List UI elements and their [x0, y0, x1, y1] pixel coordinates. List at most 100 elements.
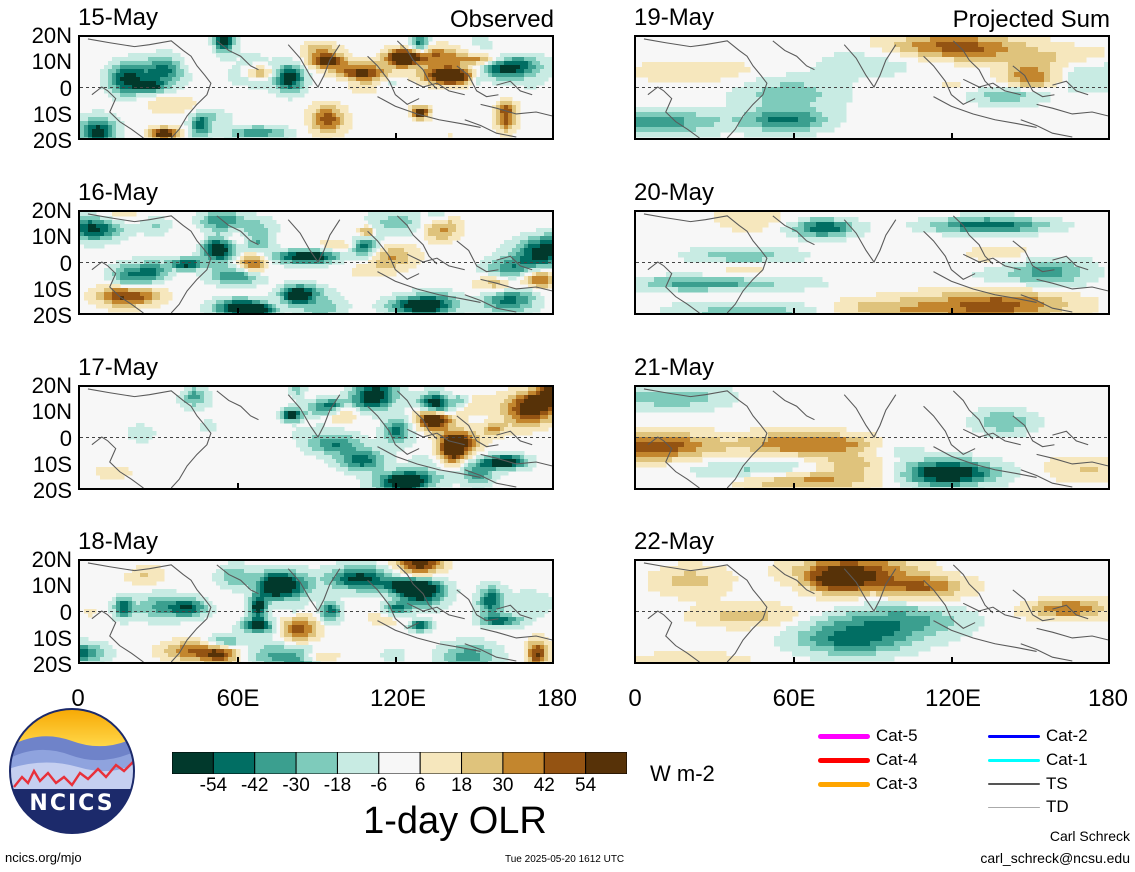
x-tick-label-left-0: 0 — [71, 685, 85, 712]
heatmap-panel-projected-3 — [634, 385, 1110, 490]
colorbar-tick-label-9: 54 — [575, 775, 597, 796]
colorbar-tick-label-2: -30 — [282, 775, 310, 796]
y-tick-label-observed-4-2: 0 — [59, 599, 72, 625]
colorbar-tick-label-3: -18 — [323, 775, 352, 796]
y-tick-label-observed-1-0: 20N — [31, 23, 72, 48]
x-tick-label-right-120e: 120E — [924, 685, 982, 712]
storm-legend-label-2: Cat-3 — [876, 774, 918, 793]
colorbar-tick-label-5: 6 — [414, 775, 426, 796]
heatmap-cells — [80, 37, 552, 138]
y-tick-label-observed-2-1: 10N — [31, 224, 72, 250]
heatmap-svg-observed-3 — [80, 387, 552, 488]
heatmap-panel-projected-1 — [634, 35, 1110, 140]
panel-tag-projected-1: Projected Sum — [952, 6, 1110, 33]
heatmap-panel-observed-4 — [78, 559, 554, 664]
x-tick-mark-projected-1-1 — [792, 133, 795, 140]
heatmap-panel-observed-3 — [78, 385, 554, 490]
heatmap-panel-projected-2 — [634, 210, 1110, 315]
storm-legend-line-6 — [988, 806, 1040, 808]
y-tick-label-observed-4-1: 10N — [31, 573, 72, 599]
colorbar-tick-label-7: 30 — [492, 775, 514, 796]
storm-legend-line-3 — [988, 734, 1040, 738]
x-tick-mark-observed-2-1 — [236, 308, 239, 315]
footer-website: ncics.org/mjo — [5, 850, 82, 865]
x-tick-label-left-60e: 60E — [216, 685, 260, 712]
heatmap-svg-projected-3 — [636, 387, 1108, 488]
heatmap-svg-projected-1 — [636, 37, 1108, 138]
x-tick-mark-projected-4-1 — [792, 657, 795, 664]
heatmap-cells — [636, 37, 1108, 138]
y-tick-label-observed-2-3: 10S — [32, 276, 72, 302]
heatmap-cells — [636, 387, 1108, 488]
colorbar-swatch-7 — [461, 751, 504, 775]
x-tick-mark-observed-3-1 — [236, 483, 239, 490]
y-tick-label-observed-1-3: 10S — [32, 101, 72, 127]
panel-date-projected-2: 20-May — [634, 179, 715, 206]
panel-date-observed-1: 15-May — [78, 4, 159, 31]
y-tick-label-observed-3-0: 20N — [31, 373, 72, 398]
x-tick-label-left-120e: 120E — [369, 685, 427, 712]
colorbar-swatch-5 — [378, 751, 421, 775]
colorbar-tick-label-6: 18 — [450, 775, 473, 796]
x-tick-mark-observed-4-1 — [236, 657, 239, 664]
y-tick-label-observed-1-1: 10N — [31, 49, 72, 75]
storm-legend-label-4: Cat-1 — [1046, 750, 1088, 769]
x-tick-mark-observed-1-1 — [236, 133, 239, 140]
heatmap-panel-observed-1 — [78, 35, 554, 140]
heatmap-svg-observed-1 — [80, 37, 552, 138]
footer-timestamp: Tue 2025-05-20 1612 UTC — [505, 854, 625, 865]
y-tick-label-observed-3-3: 10S — [32, 451, 72, 477]
coastlines — [87, 562, 552, 662]
x-tick-mark-observed-3-2 — [395, 483, 398, 490]
x-tick-mark-projected-1-2 — [951, 133, 954, 140]
storm-legend-label-1: Cat-4 — [876, 750, 918, 769]
storm-legend-label-0: Cat-5 — [876, 726, 918, 745]
colorbar-swatch-2 — [254, 751, 297, 775]
colorbar-swatch-10 — [585, 751, 628, 775]
x-tick-mark-observed-2-2 — [395, 308, 398, 315]
x-tick-mark-projected-2-1 — [792, 308, 795, 315]
x-tick-label-right-60e: 60E — [772, 685, 816, 712]
x-tick-mark-projected-2-2 — [951, 308, 954, 315]
panel-date-projected-3: 21-May — [634, 354, 715, 381]
panel-date-observed-4: 18-May — [78, 528, 159, 555]
colorbar-title: 1-day OLR — [363, 800, 547, 842]
colorbar-swatch-9 — [543, 751, 587, 775]
storm-legend-label-6: TD — [1046, 797, 1069, 816]
x-tick-label-left-180: 180 — [536, 685, 578, 712]
colorbar-tick-label-4: -6 — [370, 775, 388, 796]
heatmap-cells — [636, 561, 1108, 662]
storm-legend-label-5: TS — [1046, 774, 1068, 793]
ncics-logo-graphic — [9, 708, 135, 834]
x-tick-mark-observed-1-2 — [395, 133, 398, 140]
y-tick-label-observed-3-4: 20S — [32, 478, 72, 503]
heatmap-svg-projected-2 — [636, 212, 1108, 313]
colorbar-tick-label-0: -54 — [199, 775, 228, 796]
colorbar-swatch-6 — [419, 751, 463, 775]
y-tick-label-observed-3-1: 10N — [31, 399, 72, 425]
heatmap-svg-observed-2 — [80, 212, 552, 313]
colorbar-unit: W m-2 — [650, 761, 715, 786]
coastlines — [87, 213, 552, 313]
panel-date-observed-2: 16-May — [78, 179, 159, 206]
y-tick-label-observed-1-2: 0 — [59, 75, 72, 101]
x-tick-mark-projected-3-2 — [951, 483, 954, 490]
colorbar-swatches — [171, 751, 628, 775]
heatmap-panel-projected-4 — [634, 559, 1110, 664]
y-tick-label-observed-3-2: 0 — [59, 425, 72, 451]
colorbar-swatch-8 — [502, 751, 545, 775]
storm-legend-label-3: Cat-2 — [1046, 726, 1088, 745]
storm-legend-line-4 — [988, 758, 1040, 762]
y-tick-label-observed-4-4: 20S — [32, 652, 72, 677]
ncics-logo-text: NCICS — [29, 791, 115, 816]
footer-author: Carl Schreck — [1049, 828, 1130, 844]
storm-legend-line-0 — [818, 733, 870, 739]
x-tick-mark-projected-4-2 — [951, 657, 954, 664]
x-tick-label-right-0: 0 — [628, 685, 642, 712]
panel-date-projected-1: 19-May — [634, 4, 715, 31]
x-tick-mark-observed-4-2 — [395, 657, 398, 664]
y-tick-label-observed-2-4: 20S — [32, 303, 72, 328]
heatmap-panel-observed-2 — [78, 210, 554, 315]
heatmap-cells — [80, 561, 552, 662]
y-tick-label-observed-2-2: 0 — [59, 250, 72, 276]
